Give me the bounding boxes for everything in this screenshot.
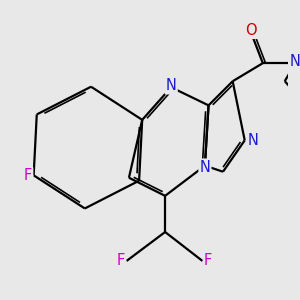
Text: F: F <box>24 168 32 183</box>
Text: F: F <box>117 254 125 268</box>
Text: N: N <box>290 54 300 69</box>
Text: F: F <box>204 254 212 268</box>
Text: N: N <box>248 133 259 148</box>
Text: N: N <box>200 160 210 175</box>
Text: N: N <box>166 78 177 93</box>
Text: O: O <box>245 23 256 38</box>
